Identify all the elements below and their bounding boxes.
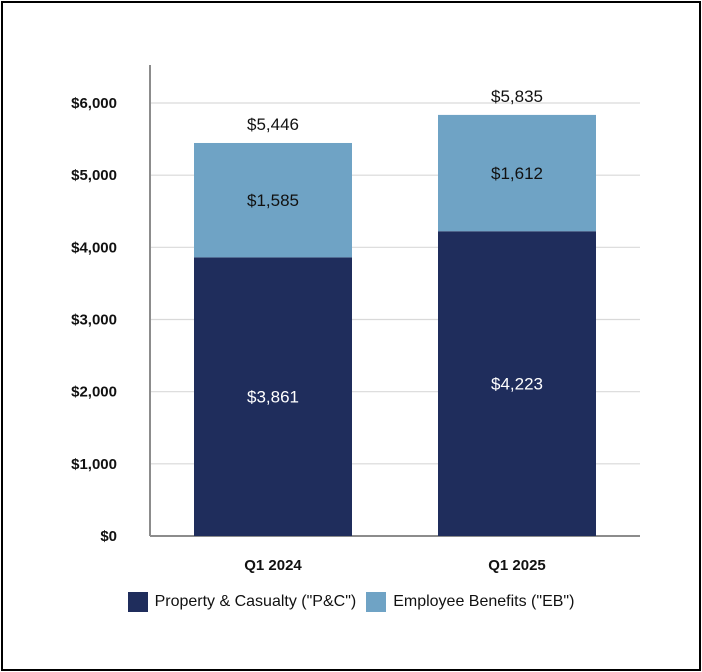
y-tick-label: $4,000 xyxy=(71,239,117,256)
legend-item-eb: Employee Benefits ("EB") xyxy=(366,592,574,612)
stacked-bar-chart: $0 $1,000 $2,000 $3,000 $4,000 $5,000 $6,000 $3… xyxy=(71,65,640,574)
data-label: $4,223 xyxy=(491,375,543,394)
bar-segment-eb xyxy=(194,142,352,258)
x-category-label: Q1 2025 xyxy=(488,557,546,574)
y-tick-label: $5,000 xyxy=(71,167,117,184)
y-tick-label: $2,000 xyxy=(71,384,117,401)
legend-label-eb: Employee Benefits ("EB") xyxy=(393,593,575,610)
data-label: $1,585 xyxy=(247,191,299,210)
y-tick-label: $1,000 xyxy=(71,456,117,473)
bar-segment-pc xyxy=(438,231,596,536)
y-tick-label: $6,000 xyxy=(71,95,117,112)
data-label: $1,612 xyxy=(491,164,543,183)
total-label: $5,835 xyxy=(491,87,543,106)
legend-item-pc: Property & Casualty ("P&C") xyxy=(127,592,357,612)
y-tick-label: $3,000 xyxy=(71,312,117,329)
bar-segment-pc xyxy=(194,257,352,536)
legend-swatch-eb xyxy=(366,592,387,612)
legend: Property & Casualty ("P&C") Employee Ben… xyxy=(0,592,702,612)
bar-segment-eb xyxy=(438,114,596,232)
y-tick-label: $0 xyxy=(100,528,117,545)
total-label: $5,446 xyxy=(247,115,299,134)
legend-swatch-pc xyxy=(127,592,148,612)
data-label: $3,861 xyxy=(247,388,299,407)
x-category-label: Q1 2024 xyxy=(244,557,302,574)
legend-label-pc: Property & Casualty ("P&C") xyxy=(154,593,357,610)
